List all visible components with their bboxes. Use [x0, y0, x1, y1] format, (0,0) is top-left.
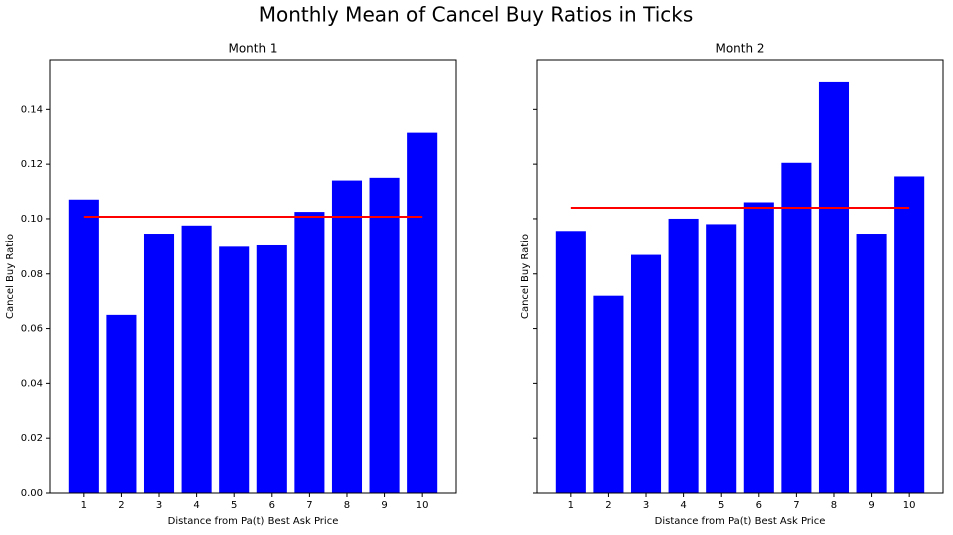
bar: [369, 177, 400, 493]
axes-title: Month 1: [228, 42, 277, 56]
x-axis-label: Distance from Pa(t) Best Ask Price: [655, 516, 826, 527]
y-tick-label: 0.12: [21, 159, 43, 170]
bar: [818, 81, 850, 494]
bar: [256, 244, 287, 493]
x-tick-label: 6: [269, 500, 275, 511]
bar: [555, 231, 586, 493]
x-tick-label: 10: [416, 500, 429, 511]
bar: [407, 132, 438, 493]
x-tick-label: 7: [306, 500, 312, 511]
x-tick-label: 8: [831, 500, 837, 511]
x-tick-label: 2: [605, 500, 611, 511]
y-tick-label: 0.10: [21, 214, 43, 225]
figure-title: Monthly Mean of Cancel Buy Ratios in Tic…: [259, 3, 694, 27]
x-tick-label: 1: [81, 500, 87, 511]
y-tick-label: 0.14: [21, 104, 43, 115]
y-tick-label: 0.00: [21, 488, 43, 499]
axes-frame: [536, 59, 944, 494]
x-tick-label: 3: [156, 500, 162, 511]
x-tick-label: 5: [718, 500, 724, 511]
bar: [743, 202, 774, 493]
axes-frame: [49, 59, 457, 494]
y-tick-label: 0.06: [21, 324, 43, 335]
x-tick-label: 1: [568, 500, 574, 511]
bar: [706, 224, 737, 494]
bar: [219, 246, 250, 493]
x-tick-label: 7: [793, 500, 799, 511]
bar: [181, 225, 212, 493]
x-tick-label: 4: [193, 500, 199, 511]
bar: [106, 314, 137, 493]
x-tick-label: 2: [118, 500, 124, 511]
y-tick-label: 0.02: [21, 433, 43, 444]
bar: [781, 162, 812, 493]
bar: [856, 234, 887, 493]
y-axis-label: Cancel Buy Ratio: [5, 234, 16, 319]
bar: [668, 218, 699, 493]
axes-title: Month 2: [715, 42, 764, 56]
bar: [294, 212, 325, 494]
x-tick-label: 9: [868, 500, 874, 511]
x-tick-label: 4: [680, 500, 686, 511]
y-tick-label: 0.04: [21, 378, 43, 389]
x-tick-label: 3: [643, 500, 649, 511]
x-tick-label: 6: [756, 500, 762, 511]
bar: [143, 234, 175, 493]
x-tick-label: 9: [381, 500, 387, 511]
x-axis-label: Distance from Pa(t) Best Ask Price: [168, 516, 339, 527]
x-tick-label: 8: [344, 500, 350, 511]
bar: [894, 176, 925, 494]
x-tick-label: 5: [231, 500, 237, 511]
bar: [68, 199, 99, 494]
y-tick-label: 0.08: [21, 269, 43, 280]
bar: [593, 295, 624, 493]
y-axis-label: Cancel Buy Ratio: [520, 234, 531, 319]
x-tick-label: 10: [903, 500, 916, 511]
bar: [331, 180, 363, 493]
bar: [630, 254, 662, 493]
